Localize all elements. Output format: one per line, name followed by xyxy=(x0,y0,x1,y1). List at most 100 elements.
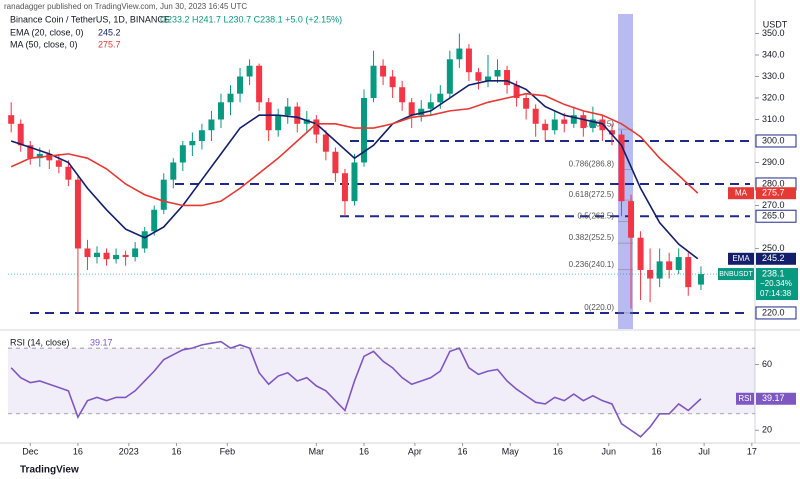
candle-body xyxy=(408,102,415,116)
candle-body xyxy=(427,102,434,109)
candle-body xyxy=(208,119,215,131)
candle-body xyxy=(284,106,291,116)
candle-body xyxy=(84,248,91,258)
candle-body xyxy=(523,97,530,109)
candle-body xyxy=(122,254,129,258)
badge-name-bg xyxy=(728,252,754,265)
x-tick-label: 16 xyxy=(73,446,83,456)
candle-body xyxy=(628,201,635,238)
price-badge: 238.1 xyxy=(762,268,785,278)
candle-body xyxy=(151,209,158,232)
brand: TradingView xyxy=(20,465,79,476)
x-tick-label: 16 xyxy=(359,446,369,456)
line-series xyxy=(10,79,699,260)
candle-body xyxy=(484,76,491,81)
candle-body xyxy=(361,97,368,163)
x-tick-label: Apr xyxy=(408,446,422,456)
candle-body xyxy=(399,87,406,103)
fib-label: 0.786(286.8) xyxy=(569,159,615,168)
symbol-title: Binance Coin / TetherUS, 1D, BINANCE xyxy=(10,14,170,24)
candle-body xyxy=(227,93,234,103)
candle-body xyxy=(27,145,34,159)
candle-body xyxy=(370,65,377,98)
y-tick-label: 330.0 xyxy=(762,71,785,81)
y-tick-label: 310.0 xyxy=(762,114,785,124)
badge-name-bg xyxy=(728,187,754,200)
candle-body xyxy=(341,173,348,202)
change-badge: −20.34% xyxy=(760,279,792,288)
ohlc: O233.2 H241.7 L230.7 C238.1 +5.0 (+2.15%… xyxy=(160,14,342,24)
x-tick-label: May xyxy=(502,446,520,456)
fib-label: 0.236(240.1) xyxy=(569,260,615,269)
x-tick-label: Dec xyxy=(22,446,39,456)
badge-value: 245.2 xyxy=(762,253,785,263)
candle-body xyxy=(141,231,148,249)
candle-body xyxy=(418,108,425,116)
candle-body xyxy=(380,65,387,77)
level-badge xyxy=(755,306,797,320)
candle-body xyxy=(74,179,81,249)
rsi-title: RSI (14, close) xyxy=(10,337,70,347)
candle-body xyxy=(675,257,682,270)
level-label: 280.0 xyxy=(762,178,785,188)
rsi-badge-name-bg xyxy=(736,392,754,405)
candle-body xyxy=(637,237,644,270)
candle-body xyxy=(179,145,186,163)
candle-body xyxy=(132,248,139,258)
x-tick-label: 16 xyxy=(171,446,181,456)
x-tick-label: Jun xyxy=(602,446,617,456)
x-tick-label: Jul xyxy=(698,446,710,456)
candle-body xyxy=(246,65,253,77)
candle-body xyxy=(8,115,15,124)
fib-label: 0.5(262.5) xyxy=(578,212,615,221)
x-tick-label: 16 xyxy=(553,446,563,456)
rsi-badge-name: RSI xyxy=(738,394,751,403)
candle-body xyxy=(494,70,501,77)
line-series xyxy=(10,92,699,207)
candle-body xyxy=(456,48,463,60)
badge-name: EMA xyxy=(732,254,750,263)
candle-body xyxy=(294,106,301,124)
candle-body xyxy=(275,115,282,131)
candle-body xyxy=(351,162,358,202)
candle-body xyxy=(475,72,482,81)
candle-body xyxy=(103,252,110,260)
candle-body xyxy=(589,119,596,129)
badge-bg xyxy=(756,252,796,265)
level-label: 300.0 xyxy=(762,135,785,145)
symbol-badge-bg xyxy=(718,268,754,281)
badge-name: MA xyxy=(735,188,748,197)
countdown: 07:14:38 xyxy=(760,289,792,298)
candle-body xyxy=(55,160,62,167)
candle-body xyxy=(217,102,224,120)
candle-body xyxy=(237,76,244,94)
level-label: 220.0 xyxy=(762,307,785,317)
y-tick-label: 250.0 xyxy=(762,243,785,253)
candle-body xyxy=(256,65,263,103)
candle-body xyxy=(189,140,196,146)
candle-body xyxy=(504,70,511,86)
candle-body xyxy=(322,134,329,152)
y-tick-label: 290.0 xyxy=(762,157,785,167)
candle-body xyxy=(36,153,43,159)
candle-body xyxy=(170,162,177,180)
x-tick-label: 16 xyxy=(458,446,468,456)
x-tick-label: Mar xyxy=(309,446,325,456)
candle-body xyxy=(513,85,520,98)
y-tick-label: 20 xyxy=(762,425,772,435)
publisher: ranadagger published on TradingView.com,… xyxy=(4,2,247,11)
candle-body xyxy=(198,130,205,141)
candle-body xyxy=(46,153,53,161)
legend-value: 275.7 xyxy=(98,39,121,49)
price-badge-bg xyxy=(756,268,798,301)
candle-body xyxy=(532,108,539,124)
candle-body xyxy=(303,119,310,124)
y-tick-label: 60 xyxy=(762,359,772,369)
candle-body xyxy=(685,257,692,288)
candle-body xyxy=(113,254,120,260)
x-tick-label: 17 xyxy=(747,446,757,456)
candle-body xyxy=(94,252,101,258)
level-badge xyxy=(755,209,797,223)
candle-body xyxy=(618,134,625,202)
candle-body xyxy=(608,130,615,135)
